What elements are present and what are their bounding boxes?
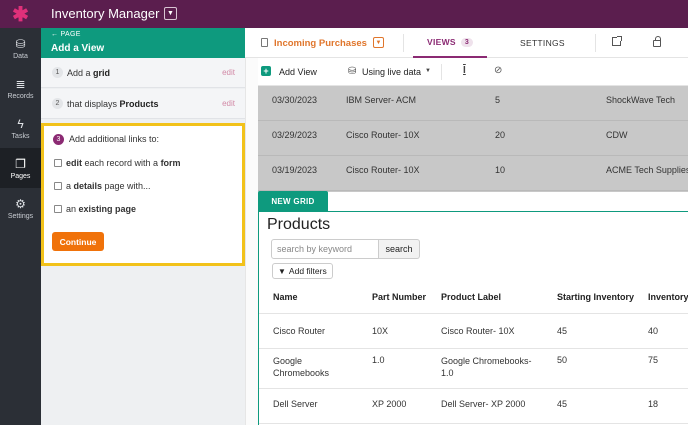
table-row: 03/19/2023 Cisco Router- 10X 10 ACME Tec… bbox=[258, 156, 688, 191]
table-header: Name Part Number Product Label Starting … bbox=[259, 280, 688, 314]
step-1-edit-link[interactable]: edit bbox=[222, 68, 235, 77]
page-menu-dropdown[interactable]: ▼ bbox=[373, 37, 384, 48]
option-details-page[interactable]: a details page with... bbox=[54, 181, 151, 191]
new-grid-tab[interactable]: NEW GRID bbox=[258, 191, 328, 211]
step-text: Add a grid bbox=[67, 68, 111, 78]
chevron-down-icon: ▼ bbox=[167, 10, 174, 17]
checkbox[interactable] bbox=[54, 205, 62, 213]
add-filters-label: Add filters bbox=[288, 266, 327, 276]
add-filters-button[interactable]: ▼ Add filters bbox=[272, 263, 333, 279]
panel-divider bbox=[245, 28, 258, 425]
table-row: Google Chromebooks 1.0 Google Chromebook… bbox=[259, 349, 688, 389]
app-title: Inventory Manager bbox=[51, 6, 160, 21]
nav-item-data[interactable]: ⛁ Data bbox=[0, 28, 41, 68]
bolt-icon: ϟ bbox=[17, 116, 24, 131]
checkbox[interactable] bbox=[54, 159, 62, 167]
table-row: Dell Server XP 2000 Dell Server- XP 2000… bbox=[259, 389, 688, 424]
filter-icon: ▼ bbox=[278, 266, 286, 276]
column-header[interactable]: Inventory bbox=[648, 292, 688, 302]
nav-label: Data bbox=[13, 52, 28, 60]
existing-view-preview: 03/30/2023 IBM Server- ACM 5 ShockWave T… bbox=[258, 86, 688, 192]
plus-icon[interactable]: + bbox=[261, 66, 271, 76]
panel-title: Add a View bbox=[51, 43, 105, 54]
nav-item-tasks[interactable]: ϟ Tasks bbox=[0, 108, 41, 148]
separator bbox=[441, 64, 442, 80]
nav-item-settings[interactable]: ⚙ Settings bbox=[0, 188, 41, 228]
nav-label: Settings bbox=[7, 212, 34, 220]
tab-views[interactable]: VIEWS 3 bbox=[413, 28, 488, 58]
add-view-button[interactable]: Add View bbox=[279, 67, 317, 77]
text-spacing-icon[interactable]: I bbox=[463, 65, 466, 76]
asterisk-icon[interactable]: ✱ bbox=[12, 3, 29, 26]
panel-header: ← PAGE Add a View bbox=[41, 28, 245, 58]
views-count-badge: 3 bbox=[460, 37, 474, 47]
view-toolbar: + Add View ⛁ Using live data ▼ I ⊘ bbox=[258, 58, 688, 86]
document-icon bbox=[261, 38, 268, 47]
step-2: 2 that displays Products edit bbox=[41, 89, 245, 119]
page-name[interactable]: Incoming Purchases bbox=[274, 38, 367, 49]
tab-settings[interactable]: SETTINGS bbox=[520, 38, 565, 48]
left-nav: ⛁ Data ≣ Records ϟ Tasks ❐ Pages ⚙ Setti… bbox=[0, 28, 41, 425]
column-header[interactable]: Name bbox=[273, 292, 298, 302]
nav-item-records[interactable]: ≣ Records bbox=[0, 68, 41, 108]
builder-panel: ← PAGE Add a View 1 Add a grid edit 2 th… bbox=[41, 28, 245, 425]
step-text: that displays Products bbox=[67, 99, 159, 109]
column-header[interactable]: Part Number bbox=[372, 292, 427, 302]
column-header[interactable]: Product Label bbox=[441, 292, 502, 302]
nav-label: Records bbox=[7, 92, 34, 100]
step-3-title: Add additional links to: bbox=[69, 134, 160, 144]
option-edit-form[interactable]: edit each record with a form bbox=[54, 158, 181, 168]
lock-icon[interactable] bbox=[653, 36, 661, 47]
pages-icon: ❐ bbox=[15, 156, 26, 171]
chevron-down-icon: ▼ bbox=[375, 39, 382, 46]
search-input[interactable] bbox=[271, 239, 379, 259]
hide-preview-icon[interactable]: ⊘ bbox=[494, 65, 503, 76]
records-icon: ≣ bbox=[15, 76, 26, 91]
step-number: 2 bbox=[52, 98, 63, 109]
top-bar: ✱ Inventory Manager ▼ bbox=[0, 0, 688, 28]
step-2-edit-link[interactable]: edit bbox=[222, 99, 235, 108]
continue-button[interactable]: Continue bbox=[52, 232, 104, 251]
nav-label: Pages bbox=[10, 172, 31, 180]
step-number: 3 bbox=[53, 134, 64, 145]
nav-label: Tasks bbox=[11, 132, 30, 140]
database-icon: ⛁ bbox=[348, 66, 357, 77]
page-header: Incoming Purchases ▼ VIEWS 3 SETTINGS bbox=[245, 28, 688, 58]
table-row: 03/29/2023 Cisco Router- 10X 20 CDW bbox=[258, 121, 688, 156]
search-button[interactable]: search bbox=[379, 239, 420, 259]
data-icon: ⛁ bbox=[15, 36, 26, 51]
nav-item-pages[interactable]: ❐ Pages bbox=[0, 148, 41, 188]
new-grid-view[interactable]: Products search ▼ Add filters Name Part … bbox=[258, 211, 688, 425]
column-header[interactable]: Starting Inventory bbox=[557, 292, 635, 302]
separator bbox=[595, 34, 596, 52]
step-1: 1 Add a grid edit bbox=[41, 58, 245, 88]
step-number: 1 bbox=[52, 67, 63, 78]
app-menu-dropdown[interactable]: ▼ bbox=[164, 7, 177, 20]
live-data-toggle[interactable]: Using live data bbox=[362, 67, 422, 77]
tab-views-label: VIEWS bbox=[427, 37, 456, 47]
option-existing-page[interactable]: an existing page bbox=[54, 204, 136, 214]
table-row: 03/30/2023 IBM Server- ACM 5 ShockWave T… bbox=[258, 86, 688, 121]
grid-title: Products bbox=[267, 216, 331, 233]
checkbox[interactable] bbox=[54, 182, 62, 190]
external-link-icon[interactable] bbox=[612, 36, 622, 46]
gear-icon: ⚙ bbox=[15, 196, 26, 211]
table-row: Cisco Router 10X Cisco Router- 10X 45 40 bbox=[259, 314, 688, 349]
separator bbox=[403, 34, 404, 52]
back-to-page-link[interactable]: ← PAGE bbox=[51, 31, 81, 38]
step-3-links: 3 Add additional links to: edit each rec… bbox=[41, 123, 245, 266]
caret-down-icon[interactable]: ▼ bbox=[425, 68, 431, 74]
